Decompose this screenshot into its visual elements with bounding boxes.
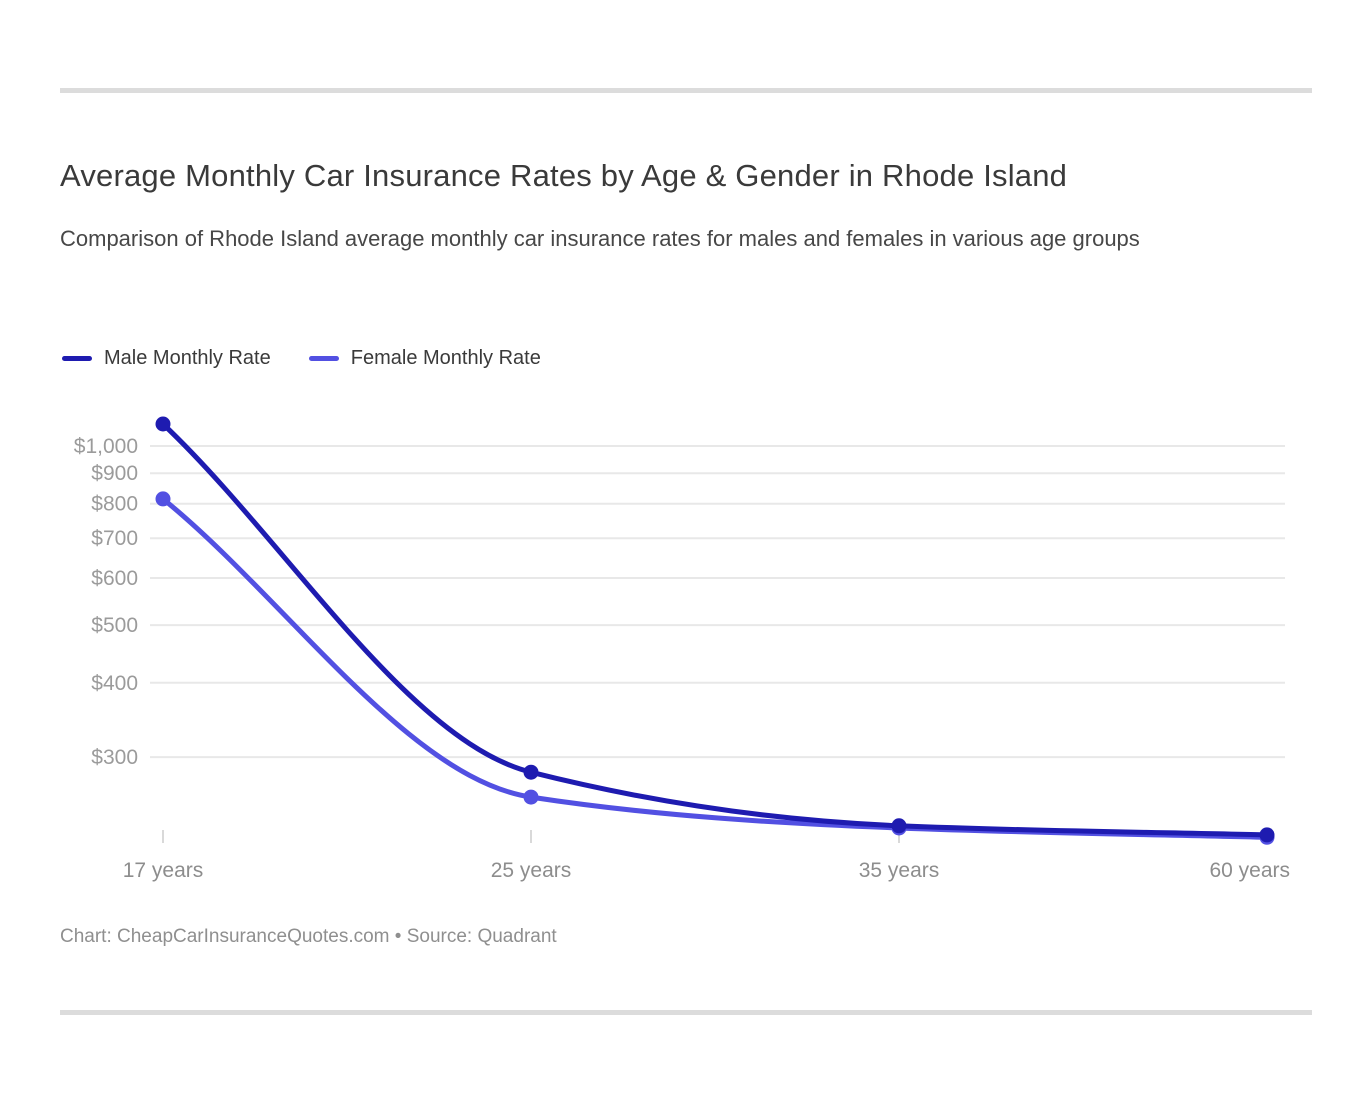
y-axis-tick-label: $300 — [91, 746, 138, 769]
legend-label-female: Female Monthly Rate — [350, 347, 541, 369]
male-series-swatch — [62, 356, 92, 361]
legend-item-female: Female Monthly Rate — [308, 347, 541, 370]
series-line-female — [160, 496, 1270, 840]
y-axis-tick-label: $600 — [91, 567, 138, 590]
chart-subtitle: Comparison of Rhode Island average month… — [60, 226, 1140, 251]
legend-item-male: Male Monthly Rate — [62, 347, 271, 370]
y-axis-tick-label: $400 — [91, 672, 138, 695]
y-axis-tick-label: $900 — [91, 462, 138, 485]
chart-attribution: Chart: CheapCarInsuranceQuotes.com • Sou… — [60, 926, 557, 947]
top-divider — [60, 88, 1312, 93]
x-axis-tick-label: 60 years — [1209, 859, 1290, 882]
y-axis-tick-label: $700 — [91, 527, 138, 550]
y-axis-tick-label: $800 — [91, 493, 138, 516]
data-point-male — [523, 764, 539, 780]
legend: Male Monthly Rate Female Monthly Rate — [62, 347, 541, 370]
data-point-male — [891, 818, 907, 834]
data-point-female — [523, 789, 539, 805]
bottom-divider — [60, 1010, 1312, 1015]
y-axis-tick-label: $500 — [91, 614, 138, 637]
x-axis-tick-label: 25 years — [491, 859, 572, 882]
data-point-male — [155, 416, 171, 432]
chart-title: Average Monthly Car Insurance Rates by A… — [60, 158, 1068, 193]
x-axis-tick-label: 35 years — [859, 859, 940, 882]
series-line-male — [160, 421, 1270, 838]
y-axis-tick-label: $1,000 — [74, 435, 138, 458]
x-axis-tick-label: 17 years — [123, 859, 204, 882]
female-series-swatch — [308, 356, 339, 361]
data-point-male — [1259, 827, 1275, 843]
data-point-female — [155, 491, 171, 507]
legend-label-male: Male Monthly Rate — [104, 347, 271, 369]
